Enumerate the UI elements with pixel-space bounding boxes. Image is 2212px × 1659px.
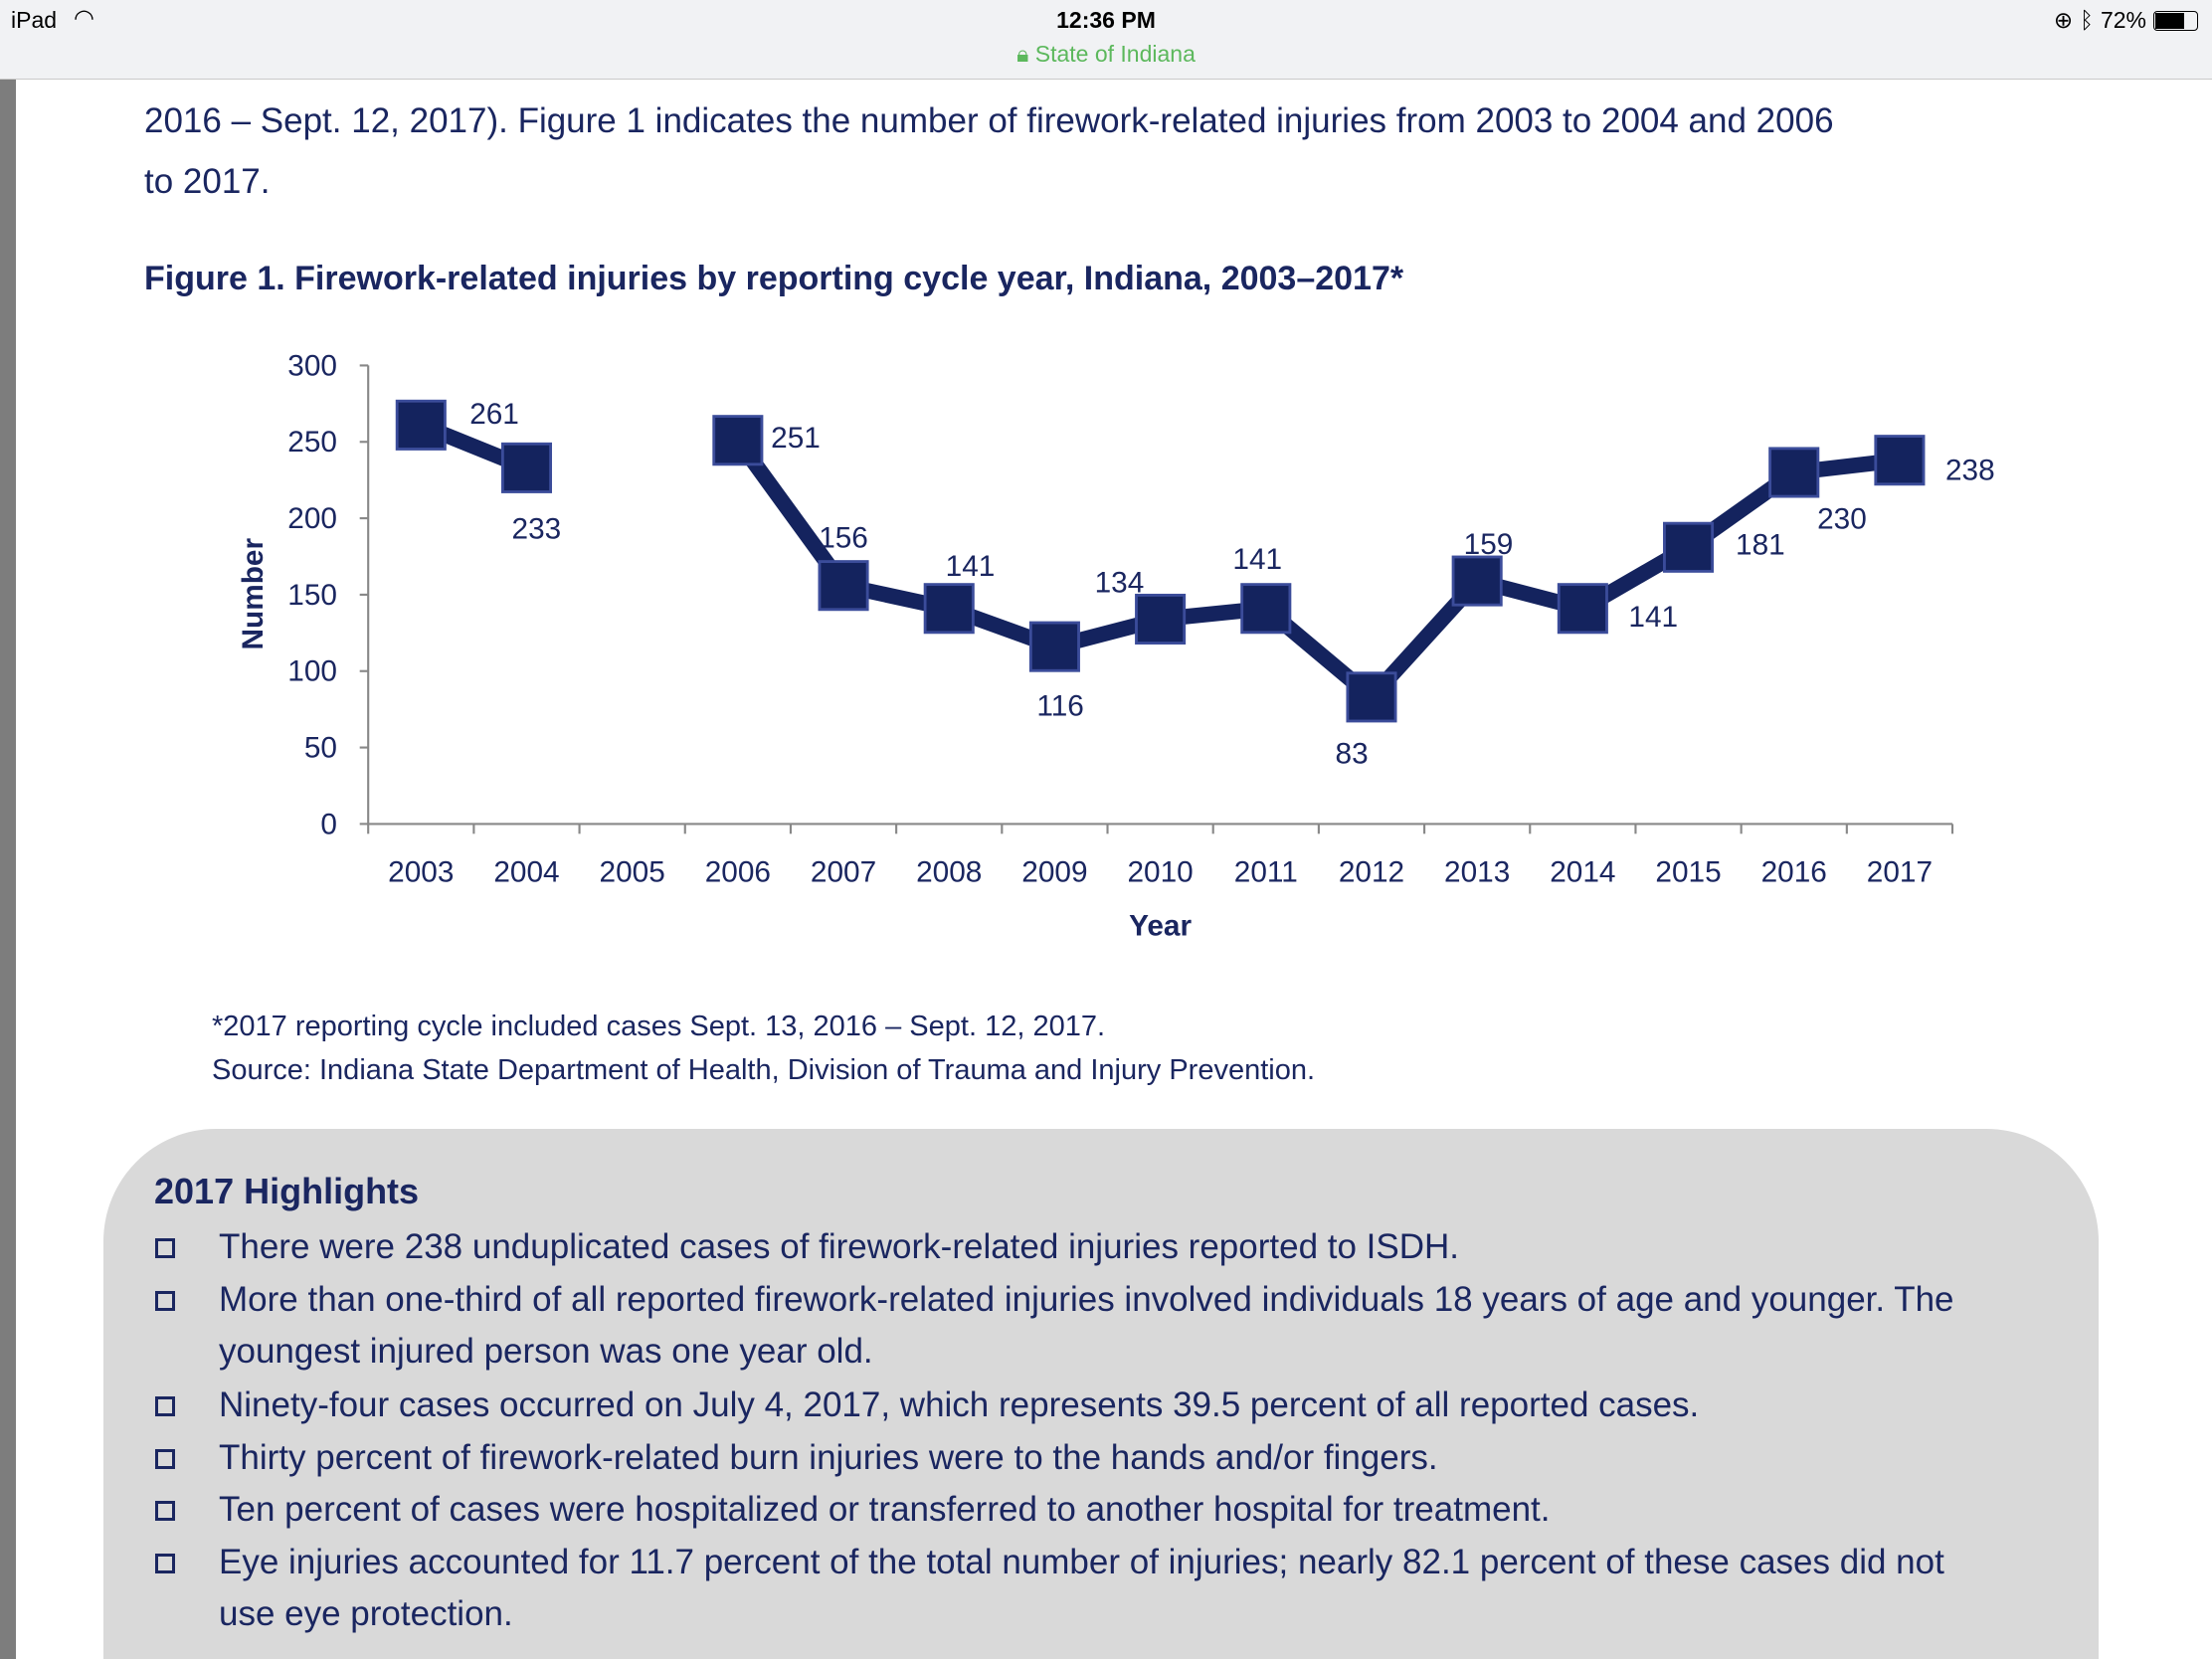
y-tick-label: 200 [287, 502, 337, 535]
x-tick-label: 2008 [916, 856, 982, 889]
data-label: 251 [771, 422, 821, 455]
bullet-square-icon [155, 1501, 175, 1521]
highlight-text: Ten percent of cases were hospitalized o… [219, 1490, 1551, 1529]
lock-icon: 🔒︎ [1016, 41, 1029, 67]
data-label: 159 [1464, 528, 1514, 561]
x-tick-label: 2014 [1550, 856, 1615, 889]
x-axis-title: Year [1129, 909, 1192, 942]
figure-footnote: *2017 reporting cycle included cases Sep… [212, 1011, 1106, 1042]
data-label: 116 [1036, 690, 1083, 723]
data-label: 83 [1336, 738, 1369, 771]
figure-source: Source: Indiana State Department of Heal… [212, 1054, 1316, 1086]
bullet-square-icon [155, 1554, 175, 1573]
highlight-item: Thirty percent of firework-related burn … [155, 1432, 1989, 1484]
data-point-marker [712, 415, 764, 466]
data-point-marker [818, 560, 869, 612]
highlight-item: Ninety-four cases occurred on July 4, 20… [155, 1380, 1989, 1431]
x-tick-label: 2010 [1127, 856, 1193, 889]
data-point-marker [1874, 435, 1926, 486]
site-name: State of Indiana [1034, 41, 1196, 67]
data-point-marker [395, 399, 447, 451]
y-tick-label: 100 [287, 655, 337, 688]
line-chart: 0 50 100 150 200 250 300 2003 2004 2005 2006 2007 20… [237, 349, 1995, 942]
data-point-marker [500, 442, 553, 493]
data-point-marker [1028, 621, 1080, 672]
data-point-marker [1451, 555, 1503, 607]
y-tick-label: 300 [287, 349, 337, 382]
data-label: 141 [1628, 601, 1678, 634]
data-point-marker [923, 583, 975, 635]
y-tick-label: 150 [287, 579, 337, 612]
x-tick-label: 2004 [493, 856, 559, 889]
data-label: 134 [1095, 567, 1145, 600]
data-point-marker [1240, 583, 1292, 635]
bullet-square-icon [155, 1449, 175, 1469]
data-label: 141 [946, 550, 996, 583]
highlight-text: Eye injuries accounted for 11.7 percent … [219, 1543, 1944, 1633]
highlight-text: Thirty percent of firework-related burn … [219, 1438, 1438, 1477]
highlight-text: Ninety-four cases occurred on July 4, 20… [219, 1385, 1700, 1424]
x-tick-label: 2016 [1761, 856, 1827, 889]
status-icons: ⊕ ᛒ 72% [2054, 7, 2198, 34]
intro-line-1: 2016 – Sept. 12, 2017). Figure 1 indicat… [144, 101, 1834, 140]
x-tick-label: 2017 [1867, 856, 1933, 889]
bluetooth-icon: ᛒ [2080, 7, 2094, 33]
data-label: 233 [512, 512, 562, 545]
x-tick-label: 2013 [1444, 856, 1510, 889]
figure-title: Figure 1. Firework-related injuries by r… [144, 260, 1404, 297]
x-tick-label: 2007 [811, 856, 876, 889]
x-tick-label: 2006 [705, 856, 771, 889]
status-bar: iPad ◠ 12:36 PM 🔒︎ State of Indiana ⊕ ᛒ … [0, 0, 2212, 80]
x-tick-label: 2015 [1655, 856, 1721, 889]
x-tick-label: 2005 [600, 856, 665, 889]
highlight-item: Ten percent of cases were hospitalized o… [155, 1484, 1989, 1536]
bullet-square-icon [155, 1291, 175, 1311]
data-label: 238 [1945, 455, 1995, 487]
bullet-square-icon [155, 1396, 175, 1416]
highlight-item: More than one-third of all reported fire… [155, 1274, 1989, 1378]
address-bar[interactable]: 🔒︎ State of Indiana [0, 41, 2212, 68]
data-label: 141 [1232, 543, 1282, 576]
battery-icon [2153, 10, 2198, 31]
intro-line-2: to 2017. [144, 162, 271, 201]
data-point-marker [1663, 521, 1715, 573]
y-tick-label: 50 [304, 731, 337, 764]
data-label: 181 [1736, 528, 1785, 561]
data-point-marker [1135, 593, 1187, 645]
data-label: 230 [1817, 503, 1867, 536]
highlight-item: Eye injuries accounted for 11.7 percent … [155, 1537, 1989, 1640]
series-line [731, 436, 1901, 708]
data-label: 156 [819, 521, 868, 554]
x-tick-label: 2012 [1339, 856, 1404, 889]
y-axis-title: Number [237, 538, 270, 650]
carrier-label: iPad [11, 7, 58, 33]
highlights-title: 2017 Highlights [154, 1171, 420, 1211]
x-tick-label: 2009 [1021, 856, 1087, 889]
x-tick-label: 2011 [1234, 856, 1298, 889]
page-edge [0, 79, 16, 1659]
clock: 12:36 PM [1056, 7, 1156, 33]
highlight-item: There were 238 unduplicated cases of fir… [155, 1221, 1989, 1273]
data-label: 261 [469, 398, 519, 431]
highlight-text: More than one-third of all reported fire… [219, 1280, 1954, 1371]
rotation-lock-icon: ⊕ [2053, 7, 2074, 33]
data-point-marker [1768, 447, 1820, 498]
highlight-text: There were 238 unduplicated cases of fir… [219, 1227, 1460, 1266]
bullet-square-icon [155, 1238, 175, 1258]
y-tick-label: 250 [287, 426, 337, 459]
x-tick-label: 2003 [388, 856, 454, 889]
highlights-panel [103, 1129, 2099, 1659]
battery-percent: 72% [2100, 7, 2146, 33]
data-point-marker [1346, 671, 1397, 723]
data-point-marker [1557, 583, 1608, 635]
y-tick-label: 0 [320, 808, 337, 840]
wifi-icon: ◠ [74, 5, 94, 32]
